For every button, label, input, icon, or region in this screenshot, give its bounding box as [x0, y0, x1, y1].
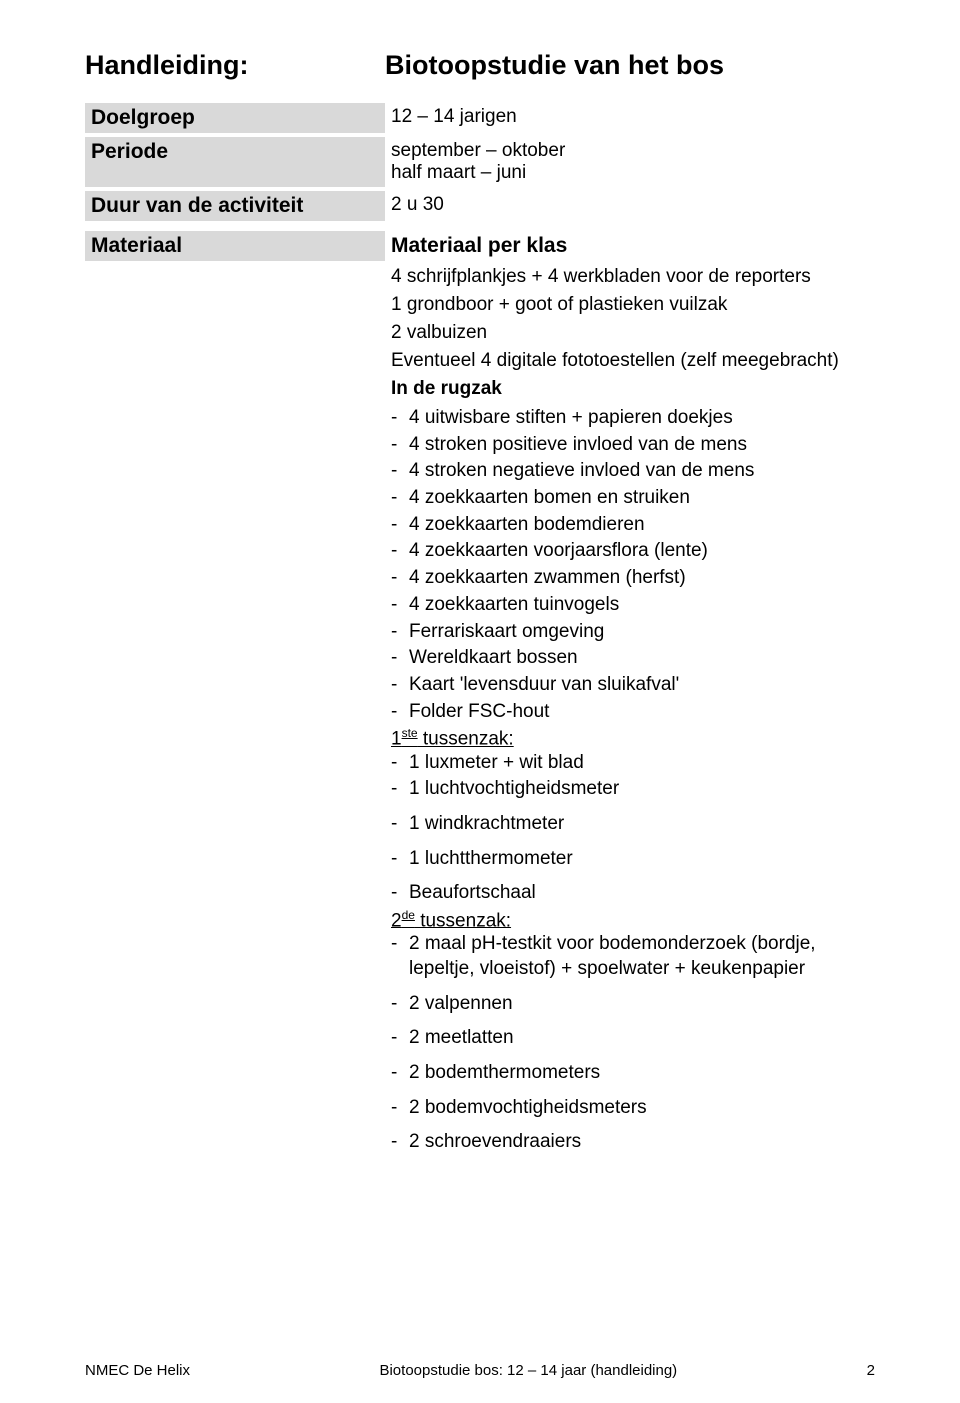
list-item: 4 zoekkaarten zwammen (herfst) — [391, 566, 875, 591]
rugzak-heading: In de rugzak — [391, 378, 875, 400]
materiaal-label: Materiaal — [85, 231, 385, 261]
list-item: 2 bodemvochtigheidsmeters — [391, 1096, 875, 1121]
per-klas-item: 4 schrijfplankjes + 4 werkbladen voor de… — [391, 266, 875, 288]
row-duur: Duur van de activiteit 2 u 30 — [85, 191, 875, 221]
tussenzak2-list: 2 maal pH-testkit voor bodemonderzoek (b… — [391, 932, 875, 1155]
tussenzak1-list: 1 luchtvochtigheidsmeter 1 windkrachtmet… — [391, 777, 875, 906]
tussenzak1-sup: ste — [402, 726, 418, 740]
row-materiaal: Materiaal Materiaal per klas 4 schrijfpl… — [85, 231, 875, 1168]
list-item: Folder FSC-hout — [391, 700, 875, 725]
list-item: 4 zoekkaarten bomen en struiken — [391, 486, 875, 511]
tussenzak1-post: tussenzak: — [418, 729, 514, 750]
tussenzak1-list-first: 1 luxmeter + wit blad — [391, 751, 875, 776]
row-doelgroep: Doelgroep 12 – 14 jarigen — [85, 103, 875, 133]
page-footer: NMEC De Helix Biotoopstudie bos: 12 – 14… — [85, 1362, 875, 1379]
per-klas-item: 1 grondboor + goot of plastieken vuilzak — [391, 294, 875, 316]
list-item: Ferrariskaart omgeving — [391, 620, 875, 645]
footer-right: 2 — [867, 1362, 875, 1379]
doelgroep-label: Doelgroep — [85, 103, 385, 133]
title-value: Biotoopstudie van het bos — [385, 50, 875, 81]
materiaal-per-klas-heading: Materiaal per klas — [391, 234, 875, 258]
tussenzak2-pre: 2 — [391, 910, 402, 931]
tussenzak2-sup: de — [402, 908, 415, 922]
rugzak-list: 4 uitwisbare stiften + papieren doekjes … — [391, 406, 875, 724]
materiaal-content: Materiaal per klas 4 schrijfplankjes + 4… — [385, 231, 875, 1168]
list-item: 2 bodemthermometers — [391, 1061, 875, 1086]
tussenzak2-heading: 2de tussenzak: — [391, 908, 875, 932]
tussenzak1-heading: 1ste tussenzak: — [391, 726, 875, 750]
list-item: 1 luxmeter + wit blad — [391, 751, 875, 776]
tussenzak2-post: tussenzak: — [415, 910, 511, 931]
list-item: 1 luchtvochtigheidsmeter — [391, 777, 875, 802]
duur-value: 2 u 30 — [385, 191, 875, 221]
per-klas-item: Eventueel 4 digitale fototoestellen (zel… — [391, 350, 875, 372]
row-periode: Periode september – oktober half maart –… — [85, 137, 875, 187]
list-item: 4 stroken negatieve invloed van de mens — [391, 459, 875, 484]
title-label: Handleiding: — [85, 50, 385, 81]
list-item: 4 zoekkaarten tuinvogels — [391, 593, 875, 618]
footer-left: NMEC De Helix — [85, 1362, 190, 1379]
periode-label: Periode — [85, 137, 385, 187]
list-item: 1 luchtthermometer — [391, 847, 875, 872]
list-item: 2 maal pH-testkit voor bodemonderzoek (b… — [391, 932, 875, 981]
periode-value-2: half maart – juni — [391, 162, 875, 184]
title-row: Handleiding: Biotoopstudie van het bos — [85, 50, 875, 81]
list-item: Beaufortschaal — [391, 881, 875, 906]
duur-label: Duur van de activiteit — [85, 191, 385, 221]
doelgroep-value: 12 – 14 jarigen — [385, 103, 875, 133]
tussenzak1-pre: 1 — [391, 729, 402, 750]
list-item: 2 valpennen — [391, 992, 875, 1017]
per-klas-item: 2 valbuizen — [391, 322, 875, 344]
list-item: 4 stroken positieve invloed van de mens — [391, 433, 875, 458]
list-item: 4 zoekkaarten voorjaarsflora (lente) — [391, 539, 875, 564]
list-item: Wereldkaart bossen — [391, 646, 875, 671]
periode-value-1: september – oktober — [391, 140, 875, 162]
periode-value: september – oktober half maart – juni — [385, 137, 875, 187]
list-item: Kaart 'levensduur van sluikafval' — [391, 673, 875, 698]
footer-center: Biotoopstudie bos: 12 – 14 jaar (handlei… — [379, 1362, 677, 1379]
list-item: 4 uitwisbare stiften + papieren doekjes — [391, 406, 875, 431]
list-item: 4 zoekkaarten bodemdieren — [391, 513, 875, 538]
list-item: 2 schroevendraaiers — [391, 1130, 875, 1155]
list-item: 2 meetlatten — [391, 1026, 875, 1051]
list-item: 1 windkrachtmeter — [391, 812, 875, 837]
